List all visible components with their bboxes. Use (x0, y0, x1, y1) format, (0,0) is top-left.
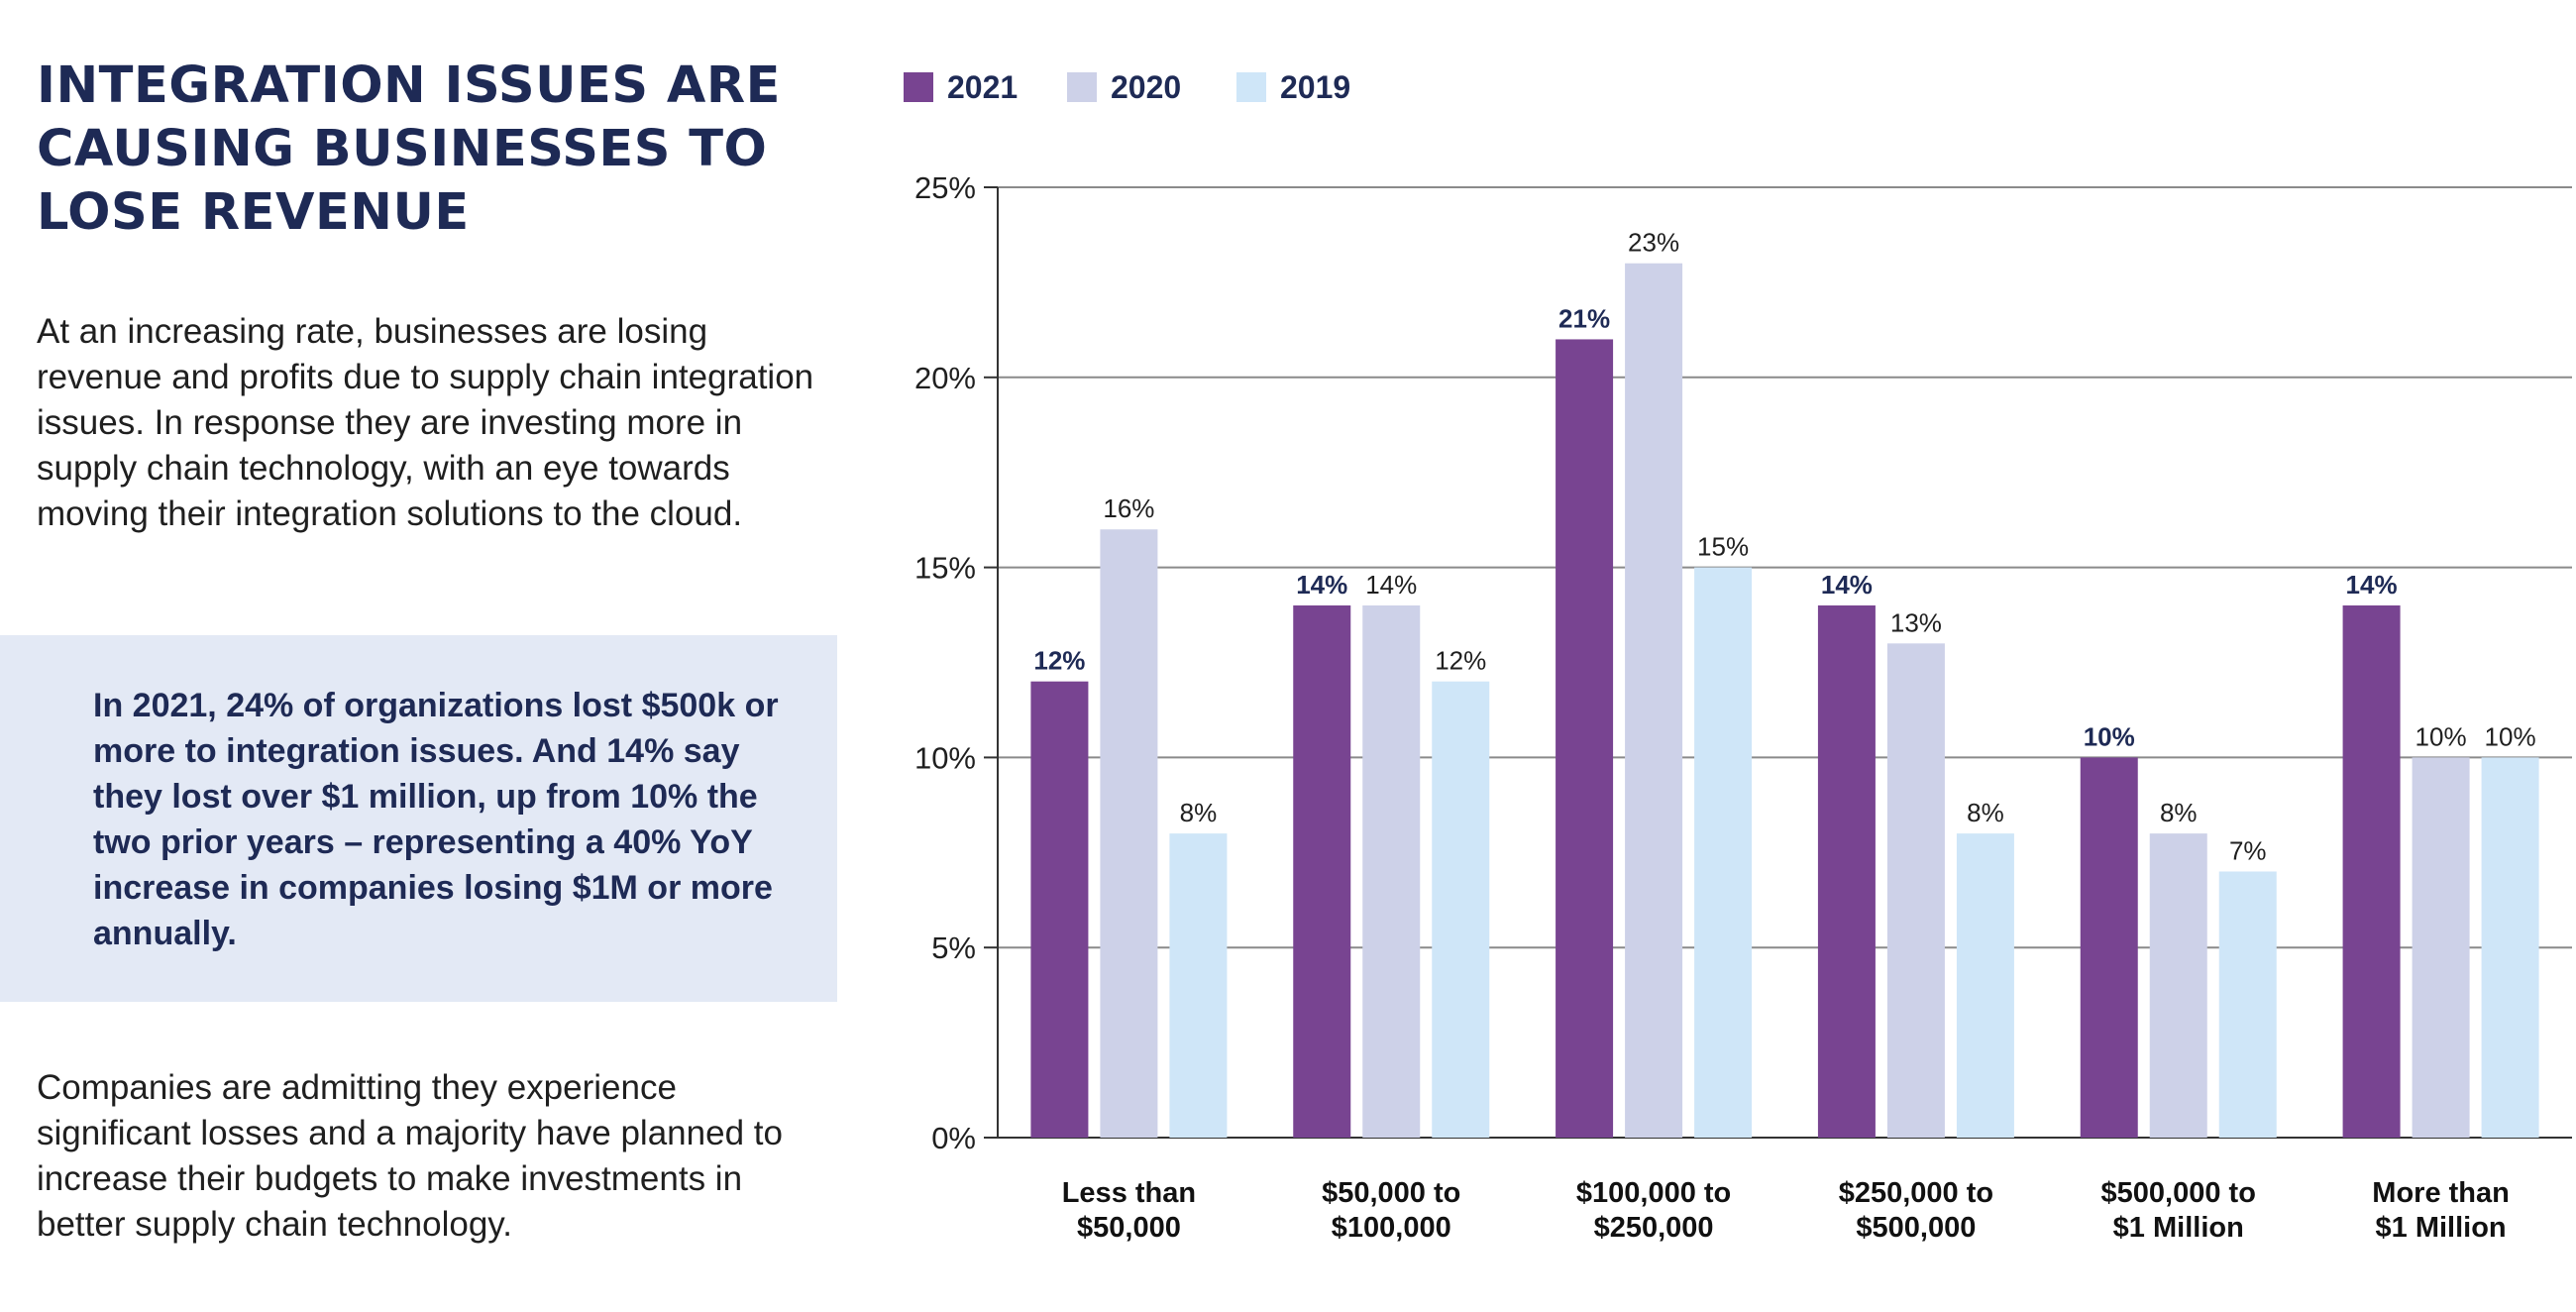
data-label: 12% (1435, 646, 1486, 676)
legend-label-2020: 2020 (1111, 68, 1182, 105)
bar (1432, 681, 1490, 1138)
legend-swatch-2021 (904, 72, 933, 102)
x-tick-label: Less than $50,000 (1062, 1177, 1196, 1244)
x-tick-label: More than $1 Million (2372, 1177, 2510, 1244)
y-tick-label: 15% (914, 551, 976, 586)
y-tick-label: 25% (914, 170, 976, 205)
data-label: 13% (1890, 607, 1942, 637)
y-tick-label: 20% (914, 361, 976, 395)
page-title: INTEGRATION ISSUES ARE CAUSING BUSINESSE… (37, 56, 781, 242)
data-label: 15% (1697, 532, 1749, 562)
data-label: 23% (1628, 228, 1679, 258)
data-label: 16% (1103, 493, 1154, 523)
bar (2342, 604, 2401, 1138)
data-label: 14% (1365, 570, 1417, 600)
legend-swatch-2020 (1067, 72, 1097, 102)
bar (1362, 604, 1421, 1138)
y-tick-label: 10% (914, 740, 976, 775)
bar (1030, 681, 1089, 1138)
x-tick-label: $250,000 to $500,000 (1839, 1177, 1993, 1244)
bar (2412, 757, 2470, 1138)
x-tick-label: $500,000 to $1 Million (2101, 1177, 2256, 1244)
bar (1956, 833, 2014, 1138)
legend-item-2021: 2021 (904, 65, 1018, 109)
bar (1556, 339, 1614, 1138)
x-tick-label: $50,000 to $100,000 (1322, 1177, 1460, 1244)
text-panel: INTEGRATION ISSUES ARE CAUSING BUSINESSE… (0, 0, 837, 1312)
bar (2080, 757, 2138, 1138)
bar (1625, 263, 1683, 1139)
legend-item-2020: 2020 (1067, 65, 1181, 109)
data-label: 21% (1558, 303, 1610, 333)
data-label: 10% (2485, 721, 2536, 751)
data-label: 8% (2160, 798, 2198, 827)
data-label: 14% (1296, 570, 1347, 600)
x-tick-label: $100,000 to $250,000 (1576, 1177, 1731, 1244)
bar (1886, 643, 1945, 1138)
legend-item-2019: 2019 (1236, 65, 1350, 109)
callout-text: In 2021, 24% of organizations lost $500k… (93, 687, 779, 952)
data-label: 14% (2346, 570, 2398, 600)
legend-label-2019: 2019 (1280, 68, 1351, 105)
y-tick-label: 0% (931, 1121, 976, 1155)
bar (1817, 604, 1876, 1138)
closing-paragraph: Companies are admitting they experience … (37, 1068, 783, 1244)
y-tick-label: 5% (931, 930, 976, 965)
legend-swatch-2019 (1236, 72, 1266, 102)
bar (1169, 833, 1228, 1138)
bar (1293, 604, 1351, 1138)
data-label: 10% (2415, 721, 2467, 751)
bar (2149, 833, 2207, 1138)
bar (2481, 757, 2539, 1138)
data-label: 12% (1033, 646, 1085, 676)
data-label: 7% (2229, 835, 2267, 865)
legend-label-2021: 2021 (947, 68, 1019, 105)
data-label: 10% (2084, 721, 2135, 751)
bar (2218, 871, 2277, 1138)
bar (1694, 567, 1753, 1138)
data-label: 14% (1821, 570, 1873, 600)
bar (1100, 529, 1158, 1138)
data-label: 8% (1180, 798, 1218, 827)
intro-paragraph: At an increasing rate, businesses are lo… (37, 312, 814, 533)
callout-box: In 2021, 24% of organizations lost $500k… (0, 635, 837, 1002)
data-label: 8% (1967, 798, 2004, 827)
